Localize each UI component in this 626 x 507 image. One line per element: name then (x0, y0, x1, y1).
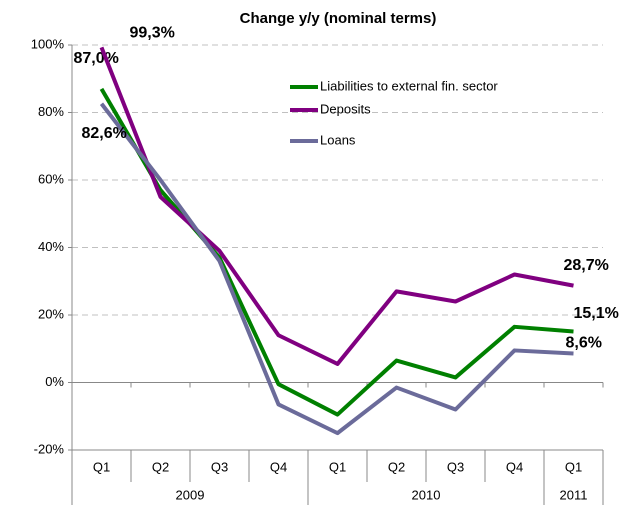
x-tick-label: Q1 (93, 459, 110, 474)
group-label: 2010 (412, 487, 441, 502)
value-label: 8,6% (566, 335, 602, 352)
legend-label: Loans (320, 132, 356, 147)
x-tick-label: Q2 (388, 459, 405, 474)
value-label: 28,7% (564, 257, 609, 274)
value-label: 99,3% (130, 25, 175, 42)
group-label: 2011 (560, 487, 588, 502)
legend-label: Liabilities to external fin. sector (320, 78, 498, 93)
y-tick-label: 20% (38, 306, 64, 321)
x-tick-label: Q3 (211, 459, 228, 474)
value-label: 87,0% (74, 50, 119, 67)
x-tick-label: Q4 (506, 459, 523, 474)
value-label: 82,6% (82, 125, 127, 142)
x-tick-label: Q2 (152, 459, 169, 474)
y-tick-label: 40% (38, 239, 64, 254)
x-tick-label: Q3 (447, 459, 464, 474)
y-tick-label: 80% (38, 104, 64, 119)
y-tick-label: 100% (31, 36, 65, 51)
series-line (99, 102, 574, 436)
y-tick-label: -20% (34, 441, 65, 456)
legend-label: Deposits (320, 101, 371, 116)
y-tick-label: 0% (45, 374, 64, 389)
value-label: 15,1% (574, 305, 619, 322)
x-tick-label: Q1 (329, 459, 346, 474)
x-tick-label: Q4 (270, 459, 287, 474)
group-label: 2009 (176, 487, 205, 502)
y-tick-label: 60% (38, 171, 64, 186)
series-line (99, 46, 574, 366)
chart-title: Change y/y (nominal terms) (240, 10, 437, 27)
x-tick-label: Q1 (565, 459, 582, 474)
